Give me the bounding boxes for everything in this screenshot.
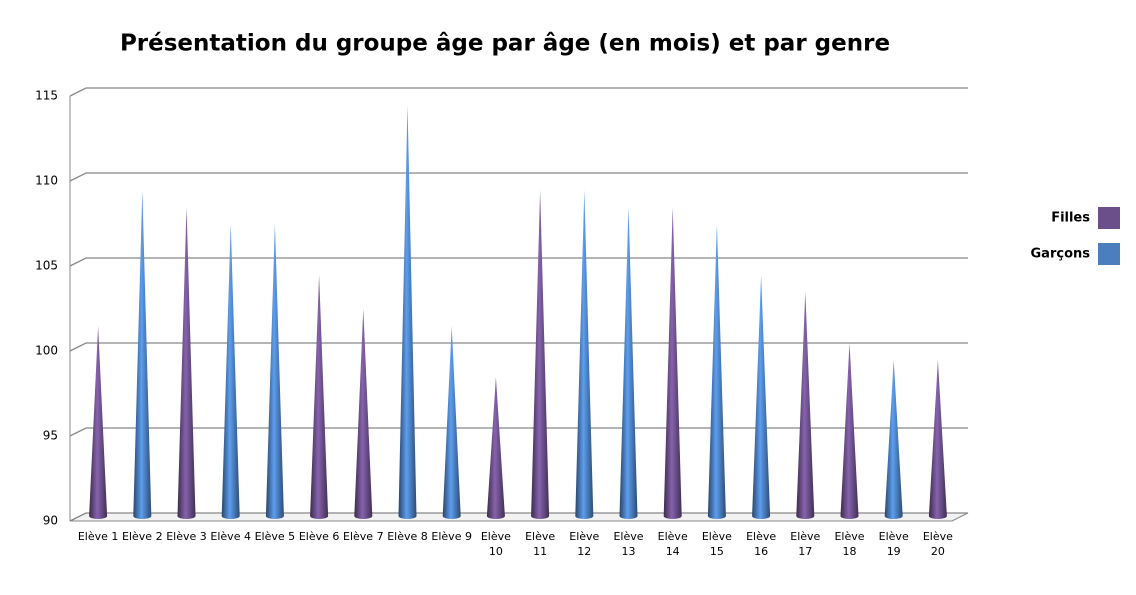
x-tick-label: Elève 5 (254, 530, 296, 543)
grid-line (69, 172, 968, 182)
x-tick-label: Elève 7 (343, 530, 384, 543)
cone (531, 190, 550, 519)
cone (884, 360, 903, 519)
cone (354, 309, 373, 519)
x-tick-label: Elève 15 (701, 530, 732, 558)
x-tick-label: Elève 9 (431, 530, 472, 543)
grid-line (69, 342, 968, 352)
cone (619, 207, 638, 519)
legend-label: Garçons (1031, 247, 1091, 262)
x-tick-label: Elève 3 (166, 530, 207, 543)
cone (928, 360, 947, 519)
y-tick-label: 95 (43, 429, 58, 443)
chart-title: Présentation du groupe âge par âge (en m… (120, 31, 890, 57)
cone (265, 224, 284, 519)
x-tick-label: Elève 20 (922, 530, 953, 558)
legend-swatch (1098, 243, 1120, 265)
y-tick-label: 110 (35, 174, 58, 188)
x-tick-label: Elève 16 (746, 530, 777, 558)
cone (575, 190, 594, 519)
x-tick-label: Elève 10 (480, 530, 511, 558)
y-tick-label: 115 (35, 89, 58, 103)
x-tick-label: Elève 1 (77, 530, 119, 543)
cone (133, 190, 152, 519)
x-tick-label: Elève 2 (122, 530, 163, 543)
cone (89, 326, 108, 519)
x-tick-label: Elève 13 (613, 530, 644, 558)
cone (796, 292, 815, 519)
grid-line (69, 257, 968, 267)
grid-line (69, 427, 968, 437)
cone (398, 105, 417, 519)
legend-label: Filles (1051, 211, 1090, 226)
cone (707, 224, 726, 519)
x-tick-label: Elève 4 (210, 530, 251, 543)
x-tick-label: Elève 19 (878, 530, 909, 558)
y-tick-label: 100 (35, 344, 58, 358)
x-tick-label: Elève 8 (387, 530, 428, 543)
legend-swatch (1098, 207, 1120, 229)
cone (177, 207, 196, 519)
cone (221, 224, 240, 519)
cone (442, 326, 461, 519)
cone (310, 275, 329, 519)
y-tick-label: 105 (35, 259, 58, 273)
grid-line (69, 87, 968, 97)
cone (752, 275, 771, 519)
cone (663, 207, 682, 519)
cone (486, 377, 505, 519)
x-tick-label: Elève 17 (790, 530, 821, 558)
x-tick-label: Elève 6 (298, 530, 340, 543)
y-tick-label: 90 (43, 514, 58, 528)
x-tick-label: Elève 14 (657, 530, 688, 558)
cone (840, 343, 859, 519)
x-tick-label: Elève 11 (525, 530, 556, 558)
floor (69, 512, 969, 522)
x-tick-label: Elève 12 (569, 530, 600, 558)
x-tick-label: Elève 18 (834, 530, 865, 558)
